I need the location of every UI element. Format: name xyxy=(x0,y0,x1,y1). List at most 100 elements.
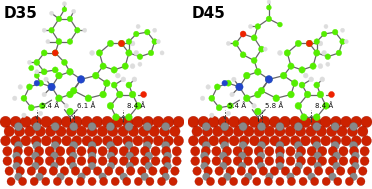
Circle shape xyxy=(170,126,180,137)
Circle shape xyxy=(126,39,132,44)
Circle shape xyxy=(233,146,242,156)
Circle shape xyxy=(151,146,160,156)
Circle shape xyxy=(361,116,372,128)
Circle shape xyxy=(276,177,284,186)
Circle shape xyxy=(299,67,305,73)
Circle shape xyxy=(74,27,80,33)
Circle shape xyxy=(221,122,229,131)
Circle shape xyxy=(13,146,23,156)
Circle shape xyxy=(13,152,20,160)
Circle shape xyxy=(307,146,316,156)
Circle shape xyxy=(56,39,62,45)
Circle shape xyxy=(201,96,205,101)
Circle shape xyxy=(134,50,139,55)
Circle shape xyxy=(148,50,154,56)
Circle shape xyxy=(251,35,257,41)
Circle shape xyxy=(146,177,154,186)
Circle shape xyxy=(148,167,157,175)
Circle shape xyxy=(307,156,316,166)
Circle shape xyxy=(10,116,21,128)
Circle shape xyxy=(309,77,314,82)
Circle shape xyxy=(331,136,341,146)
Circle shape xyxy=(52,50,58,56)
Circle shape xyxy=(157,177,166,186)
Circle shape xyxy=(143,141,151,150)
Circle shape xyxy=(38,111,43,116)
Circle shape xyxy=(13,162,20,170)
Circle shape xyxy=(351,116,362,128)
Circle shape xyxy=(92,116,103,128)
Circle shape xyxy=(69,152,77,160)
Circle shape xyxy=(291,80,298,87)
Circle shape xyxy=(212,156,221,166)
Circle shape xyxy=(35,70,39,74)
Circle shape xyxy=(138,167,146,175)
Circle shape xyxy=(53,177,61,186)
Circle shape xyxy=(70,141,78,150)
Circle shape xyxy=(137,54,143,60)
Circle shape xyxy=(239,122,247,131)
Circle shape xyxy=(145,162,153,170)
Circle shape xyxy=(257,122,266,131)
Circle shape xyxy=(65,177,73,186)
Circle shape xyxy=(62,2,67,6)
Circle shape xyxy=(24,146,33,156)
Circle shape xyxy=(126,114,132,121)
Circle shape xyxy=(278,50,282,55)
Circle shape xyxy=(142,116,154,128)
Circle shape xyxy=(39,103,45,109)
Circle shape xyxy=(270,167,279,175)
Circle shape xyxy=(100,177,108,186)
Circle shape xyxy=(201,146,211,156)
Circle shape xyxy=(214,84,220,90)
Circle shape xyxy=(153,136,163,146)
Circle shape xyxy=(152,39,157,44)
Circle shape xyxy=(49,167,58,175)
Circle shape xyxy=(81,116,93,128)
Circle shape xyxy=(285,126,295,137)
Circle shape xyxy=(106,122,115,131)
Circle shape xyxy=(67,68,73,75)
Circle shape xyxy=(230,92,234,97)
Circle shape xyxy=(330,116,341,128)
Circle shape xyxy=(118,40,125,47)
Circle shape xyxy=(22,113,26,118)
Circle shape xyxy=(0,136,10,146)
Circle shape xyxy=(100,63,106,69)
Text: D35: D35 xyxy=(4,6,38,21)
Circle shape xyxy=(276,122,284,131)
Circle shape xyxy=(192,126,202,137)
Circle shape xyxy=(299,82,305,88)
Circle shape xyxy=(113,114,119,121)
Circle shape xyxy=(122,116,133,128)
Circle shape xyxy=(72,9,76,13)
Circle shape xyxy=(82,167,91,175)
Circle shape xyxy=(286,146,295,156)
Circle shape xyxy=(226,167,234,175)
Circle shape xyxy=(219,162,227,170)
Circle shape xyxy=(310,63,316,69)
Circle shape xyxy=(233,126,244,137)
Circle shape xyxy=(336,50,341,56)
Circle shape xyxy=(295,102,302,109)
Circle shape xyxy=(156,40,160,44)
Circle shape xyxy=(3,146,12,156)
Circle shape xyxy=(314,82,320,88)
Circle shape xyxy=(77,146,86,156)
Circle shape xyxy=(350,122,357,131)
Circle shape xyxy=(11,136,21,146)
Circle shape xyxy=(116,91,123,98)
Circle shape xyxy=(82,136,92,146)
Circle shape xyxy=(51,116,62,128)
Circle shape xyxy=(141,91,147,98)
Circle shape xyxy=(223,126,233,137)
Circle shape xyxy=(359,167,367,175)
Circle shape xyxy=(226,41,230,46)
Circle shape xyxy=(162,156,171,166)
Circle shape xyxy=(51,162,58,170)
Circle shape xyxy=(219,152,227,160)
Circle shape xyxy=(331,141,339,150)
Circle shape xyxy=(103,80,110,87)
Circle shape xyxy=(209,136,219,146)
Circle shape xyxy=(143,122,151,131)
